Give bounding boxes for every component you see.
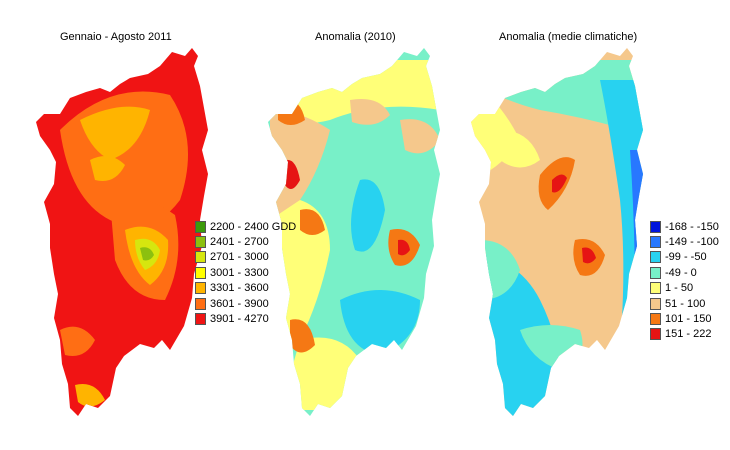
legend-swatch [650, 236, 661, 249]
legend-label: 2701 - 3000 [210, 251, 269, 264]
legend-item: 151 - 222 [650, 327, 719, 342]
legend-label: 51 - 100 [665, 297, 706, 310]
legend-item: 1 - 50 [650, 281, 719, 296]
legend-item: 2401 - 2700 [195, 234, 296, 249]
map-title-anomaly-climate: Anomalia (medie climatiche) [499, 31, 638, 43]
legend-item: -149 - -100 [650, 234, 719, 249]
legend-label: 2200 - 2400 GDD [210, 220, 297, 233]
legend-item: 3601 - 3900 [195, 296, 296, 311]
legend-item: -99 - -50 [650, 250, 719, 265]
legend-gdd: 2200 - 2400 GDD 2401 - 2700 2701 - 3000 300… [195, 219, 296, 327]
legend-swatch [650, 251, 661, 264]
legend-label: 151 - 222 [665, 328, 712, 341]
legend-anomaly: -168 - -150 -149 - -100 -99 - -50 -49 - 0 1 … [650, 219, 719, 342]
legend-item: -168 - -150 [650, 219, 719, 234]
legend-label: 3601 - 3900 [210, 297, 269, 310]
legend-swatch [195, 266, 206, 279]
legend-item: 3901 - 4270 [195, 311, 296, 326]
legend-label: -168 - -150 [665, 220, 719, 233]
legend-label: 3301 - 3600 [210, 282, 269, 295]
legend-label: 101 - 150 [665, 313, 712, 326]
legend-swatch [195, 251, 206, 264]
legend-swatch [650, 313, 661, 326]
legend-swatch [650, 297, 661, 310]
map-title-anomaly-2010: Anomalia (2010) [315, 31, 396, 43]
map-anomaly-climate [471, 48, 643, 416]
legend-label: -99 - -50 [665, 251, 707, 264]
map-gdd-2011 [36, 48, 208, 416]
legend-item: 101 - 150 [650, 311, 719, 326]
legend-swatch [195, 236, 206, 249]
legend-swatch [650, 220, 661, 233]
legend-item: 3301 - 3600 [195, 281, 296, 296]
legend-item: 3001 - 3300 [195, 265, 296, 280]
legend-item: -49 - 0 [650, 265, 719, 280]
legend-swatch [195, 313, 206, 326]
legend-swatch [195, 282, 206, 295]
legend-swatch [650, 266, 661, 279]
legend-swatch [195, 220, 206, 233]
legend-swatch [195, 297, 206, 310]
legend-item: 2701 - 3000 [195, 250, 296, 265]
legend-item: 51 - 100 [650, 296, 719, 311]
legend-label: -49 - 0 [665, 266, 697, 279]
map-title-gdd-2011: Gennaio - Agosto 2011 [60, 31, 172, 43]
legend-label: 1 - 50 [665, 282, 694, 295]
legend-label: 2401 - 2700 [210, 236, 269, 249]
legend-item: 2200 - 2400 GDD [195, 219, 296, 234]
legend-swatch [650, 282, 661, 295]
legend-label: 3001 - 3300 [210, 266, 269, 279]
legend-label: -149 - -100 [665, 236, 719, 249]
legend-label: 3901 - 4270 [210, 313, 269, 326]
legend-swatch [650, 328, 661, 341]
